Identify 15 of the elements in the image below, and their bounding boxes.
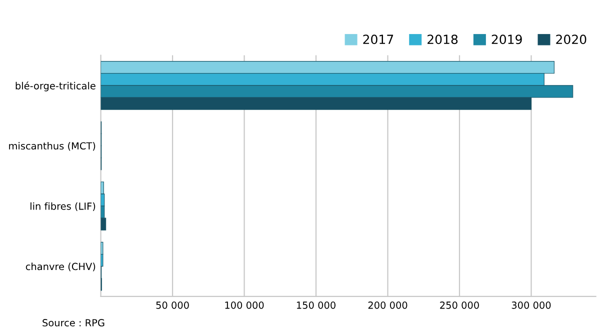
x-tick-label: 250 000 xyxy=(440,302,479,309)
x-tick-label: 50 000 xyxy=(156,302,189,309)
x-tick-label: 150 000 xyxy=(296,302,336,309)
legend-label: 2017 xyxy=(363,34,394,44)
x-tick-label: 100 000 xyxy=(225,302,264,309)
x-tick-label: 300 000 xyxy=(512,302,551,309)
y-tick-label: blé-orge-triticale xyxy=(16,82,96,92)
y-tick-label: miscanthus (MCT) xyxy=(9,142,96,151)
x-tick-label: 200 000 xyxy=(368,302,408,309)
legend-label: 2018 xyxy=(428,34,458,44)
y-tick-label: lin fibres (LIF) xyxy=(30,202,96,211)
legend-label: 2019 xyxy=(492,34,522,44)
source-note: Source : RPG xyxy=(42,319,104,326)
legend-label: 2020 xyxy=(556,34,586,44)
y-tick-label: chanvre (CHV) xyxy=(26,262,96,272)
